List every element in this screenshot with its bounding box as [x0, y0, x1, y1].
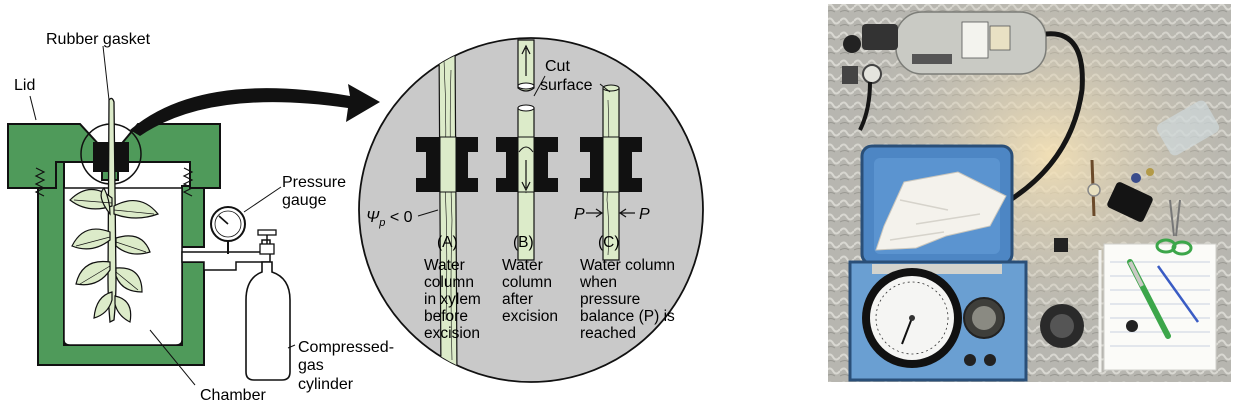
svg-text:Water: Water: [424, 257, 465, 274]
label-cut-surface-2: surface: [540, 77, 593, 94]
label-lid: Lid: [14, 77, 35, 94]
svg-text:when: when: [579, 274, 617, 291]
label-p-right: P: [639, 206, 650, 223]
svg-text:excision: excision: [424, 325, 480, 342]
svg-text:Water: Water: [502, 257, 543, 274]
svg-text:(C): (C): [598, 234, 620, 251]
label-chamber: Chamber: [200, 387, 266, 404]
label-pressure-gauge-2: gauge: [282, 192, 327, 209]
label-cut-surface: Cut: [545, 58, 570, 75]
svg-text:(B): (B): [513, 234, 534, 251]
pressure-chamber-diagram: Lid Rubber gasket Pressure gauge Compres…: [7, 31, 394, 404]
svg-text:after: after: [502, 291, 533, 308]
label-rubber-gasket: Rubber gasket: [46, 31, 151, 48]
plant-leaves: [69, 186, 160, 323]
svg-text:balance (P) is: balance (P) is: [580, 308, 675, 325]
label-pressure-gauge: Pressure: [282, 174, 346, 191]
label-p-left: P: [574, 206, 585, 223]
svg-text:pressure: pressure: [580, 291, 640, 308]
label-compressed-gas-3: cylinder: [298, 376, 354, 393]
label-psi: Ψp < 0: [366, 209, 413, 229]
chamber-right-upper: [181, 185, 205, 248]
svg-text:column: column: [424, 274, 474, 291]
magnify-arrow: [130, 84, 380, 136]
svg-text:column: column: [502, 274, 552, 291]
photo-tissue: [875, 171, 1007, 251]
label-compressed-gas: Compressed-: [298, 339, 394, 356]
panel-b-cut-piece: [517, 39, 535, 92]
caption-c: (C) Water column when pressure balance (…: [579, 234, 675, 342]
photo-pressure-gauge: [862, 268, 962, 368]
photo-gas-cylinder: [842, 11, 1047, 84]
photo-notepad: [1098, 199, 1217, 372]
svg-text:reached: reached: [580, 325, 636, 342]
pressure-chamber-photo: [828, 4, 1231, 382]
svg-text:before: before: [424, 308, 468, 325]
svg-text:excision: excision: [502, 308, 558, 325]
svg-text:(A): (A): [437, 234, 458, 251]
label-compressed-gas-2: gas: [298, 357, 324, 374]
gas-cylinder: [245, 261, 291, 381]
photo-desk-items: [1040, 100, 1220, 348]
caption-a: (A) Water column in xylem before excisio…: [424, 234, 481, 342]
caption-b: (B) Water column after excision: [502, 234, 558, 325]
magnified-view: Cut surface Ψp < 0 P P (A) Water column …: [358, 37, 704, 383]
svg-text:Water column: Water column: [580, 257, 675, 274]
svg-text:in xylem: in xylem: [424, 291, 481, 308]
